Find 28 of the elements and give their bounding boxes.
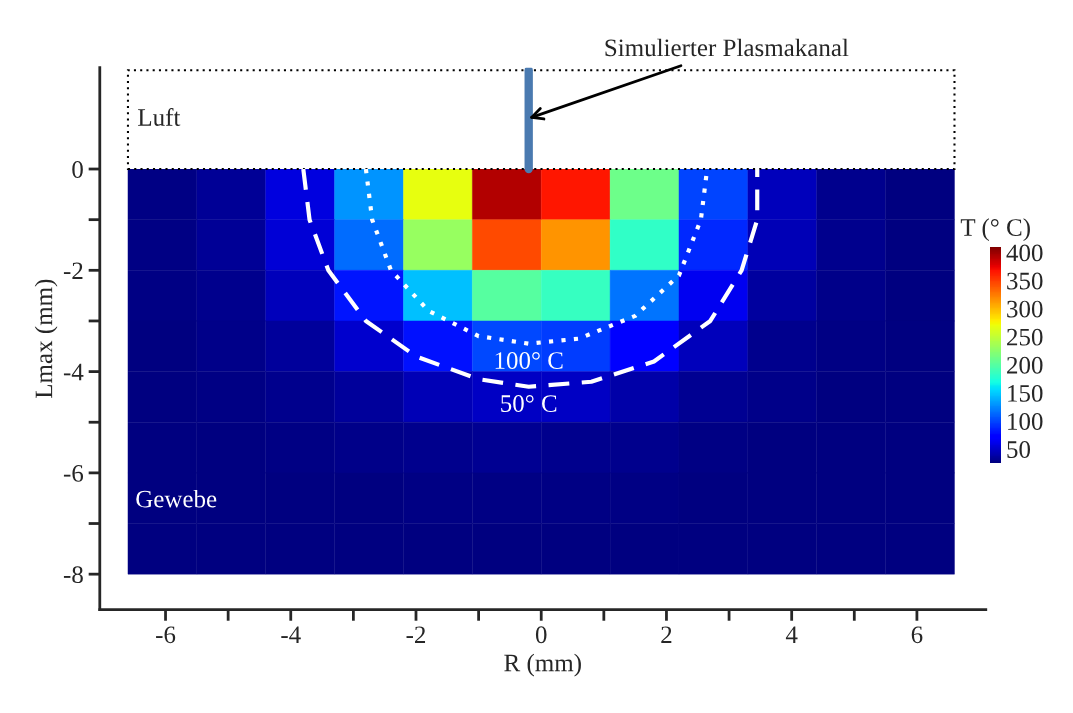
- color-bar-label: 400: [1006, 244, 1043, 262]
- band-label: Luft: [138, 108, 181, 126]
- x-tick-label: 6: [911, 626, 923, 644]
- color-bar-label: 100: [1008, 413, 1043, 430]
- y-tick-label: -8: [63, 566, 83, 584]
- color-bar-title: T (° C): [960, 218, 1030, 242]
- x-tick-label: 2: [661, 626, 672, 643]
- x-tick-label: 0: [535, 626, 547, 644]
- x-tick-label: -4: [281, 626, 301, 643]
- color-bar-label: 250: [1007, 328, 1043, 346]
- color-bar-label: 350: [1007, 272, 1043, 290]
- annotation: 50° C: [501, 395, 557, 412]
- annotation: Gewebe: [136, 489, 217, 508]
- color-bar-label: 150: [1008, 384, 1043, 402]
- color-bar-label: 200: [1007, 356, 1043, 374]
- y-tick-label: -2: [63, 262, 83, 279]
- y-tick-label: -4: [63, 363, 84, 381]
- x-axis-title: R (mm): [504, 653, 581, 677]
- x-tick-label: -2: [406, 626, 426, 643]
- annotation: 100° C: [495, 352, 563, 369]
- color-bar-label: 300: [1007, 300, 1043, 318]
- annotation: Simulierter Plasmakanal: [605, 38, 849, 57]
- color-bar-label: 50: [1007, 441, 1031, 458]
- y-axis-title: Lmax (mm): [34, 279, 58, 399]
- y-tick-label: 0: [72, 161, 83, 178]
- y-tick-label: -6: [63, 465, 84, 482]
- x-tick-label: 4: [785, 626, 798, 643]
- x-tick-label: -6: [156, 626, 176, 644]
